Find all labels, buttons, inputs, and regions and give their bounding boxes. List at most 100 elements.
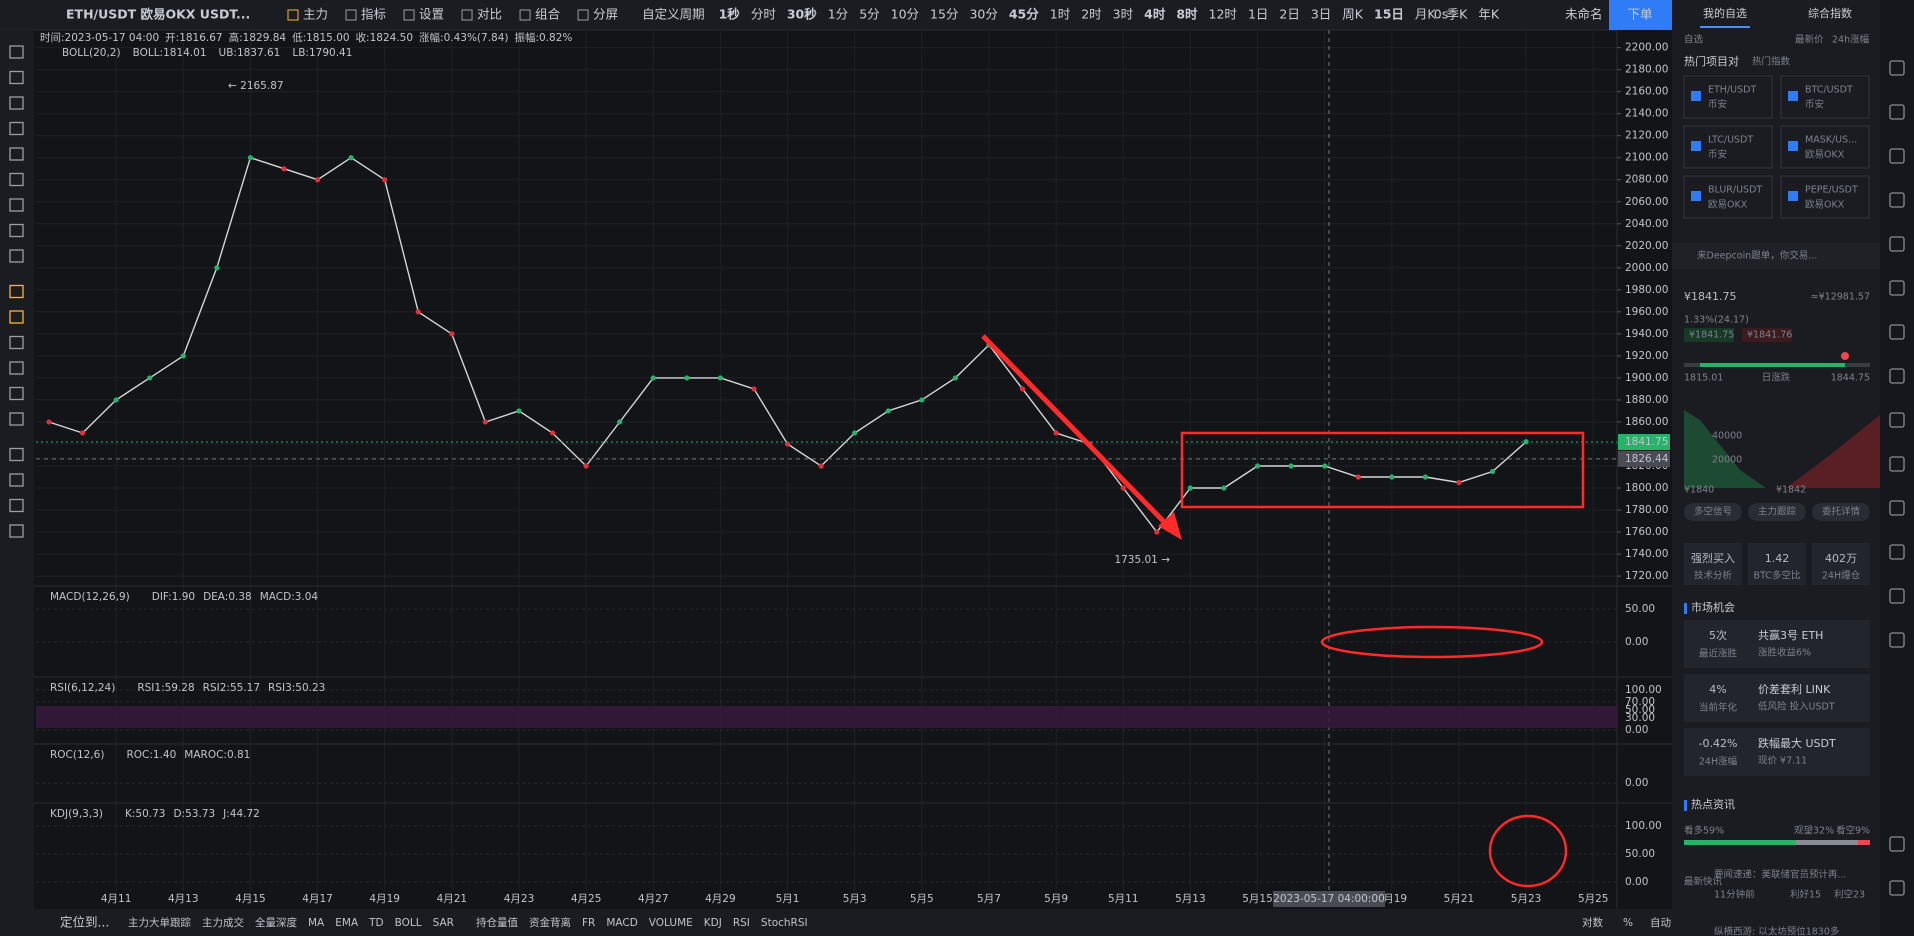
period[interactable]: 1分 [828, 7, 848, 22]
study[interactable]: 资金背离 [529, 916, 571, 929]
side-icon[interactable] [1889, 148, 1905, 164]
menu[interactable]: 指标 [361, 7, 386, 22]
pair-check[interactable] [1788, 191, 1798, 201]
layout-name[interactable]: 未命名 [1565, 7, 1603, 22]
period[interactable]: 周K [1342, 7, 1364, 22]
side-icon[interactable] [1889, 368, 1905, 384]
study[interactable]: VOLUME [649, 917, 693, 929]
pair-card[interactable] [1683, 175, 1773, 219]
panel-button-label[interactable]: 多空信号 [1694, 506, 1732, 518]
tool-icon[interactable] [9, 473, 24, 487]
period[interactable]: 15日 [1374, 7, 1404, 22]
opportunity-card[interactable] [1684, 728, 1870, 776]
menu[interactable]: 分屏 [593, 7, 618, 22]
period[interactable]: 3日 [1311, 7, 1331, 22]
menu[interactable]: 主力 [303, 7, 328, 22]
study[interactable]: BOLL [395, 917, 422, 929]
pair-card[interactable] [1780, 175, 1870, 219]
period[interactable]: 10分 [891, 7, 919, 22]
promo[interactable]: 来Deepcoin跟单，你交易... [1697, 250, 1817, 262]
tool-icon[interactable] [9, 45, 24, 59]
order-button-label[interactable]: 下单 [1627, 7, 1652, 22]
study[interactable]: TD [368, 917, 384, 929]
news[interactable]: 纵横西游: 以太坊预位1830多 [1714, 926, 1839, 936]
custom-period[interactable]: 自定义周期 [642, 7, 705, 22]
study[interactable]: StochRSI [761, 917, 808, 929]
side-icon[interactable] [1889, 104, 1905, 120]
tool-icon[interactable] [9, 498, 24, 513]
scale-option[interactable]: 对数 [1582, 916, 1604, 929]
side-icon[interactable] [1889, 836, 1905, 852]
pair-check[interactable] [1691, 141, 1701, 151]
side-icon[interactable] [1889, 412, 1905, 428]
pair-check[interactable] [1691, 91, 1701, 101]
opportunity-card[interactable] [1684, 674, 1870, 722]
period[interactable]: 2日 [1279, 7, 1299, 22]
pair-card[interactable] [1780, 125, 1870, 169]
tab[interactable]: 我的自选 [1703, 6, 1747, 20]
study[interactable]: MA [308, 917, 325, 929]
scale-option[interactable]: 自动 [1650, 916, 1671, 929]
tool-icon[interactable] [9, 524, 24, 538]
tool-icon[interactable] [9, 172, 24, 187]
tool-icon[interactable] [9, 447, 24, 462]
tool-icon[interactable] [9, 70, 24, 85]
panel-button[interactable] [1812, 503, 1870, 521]
tool-icon[interactable] [9, 96, 24, 110]
news[interactable]: 要闻速递：美联储官员预计再... [1714, 869, 1847, 881]
side-icon[interactable] [1889, 192, 1905, 208]
tool-icon[interactable] [9, 335, 24, 350]
tool-icon[interactable] [9, 198, 24, 212]
locate[interactable]: 定位到... [60, 915, 109, 930]
menu[interactable]: 组合 [535, 7, 561, 22]
tool-icon[interactable] [9, 412, 24, 426]
side-icon[interactable] [1889, 500, 1905, 516]
period[interactable]: 季K [1447, 7, 1469, 22]
order-button[interactable] [1609, 0, 1672, 30]
tool-icon[interactable] [9, 121, 24, 136]
period[interactable]: 30秒 [787, 7, 817, 22]
period[interactable]: 3时 [1113, 7, 1134, 22]
side-icon[interactable] [1889, 880, 1905, 896]
study[interactable]: EMA [335, 917, 359, 929]
menu[interactable]: 对比 [477, 7, 502, 22]
hot-tab[interactable]: 热门项目对 [1684, 54, 1739, 68]
panel-button[interactable] [1748, 503, 1806, 521]
tool-icon[interactable] [9, 386, 24, 401]
study[interactable]: 持仓量值 [476, 916, 518, 929]
period[interactable]: 分时 [751, 7, 777, 22]
period[interactable]: 1时 [1050, 7, 1071, 22]
opportunity-card[interactable] [1684, 620, 1870, 668]
panel-button-label[interactable]: 主力跟踪 [1758, 506, 1797, 518]
pair-check[interactable] [1691, 191, 1701, 201]
pair-check[interactable] [1788, 141, 1798, 151]
side-icon[interactable] [1889, 588, 1905, 604]
period[interactable]: 4时 [1144, 7, 1166, 22]
pair-card[interactable] [1683, 125, 1773, 169]
side-icon[interactable] [1889, 236, 1905, 252]
period[interactable]: 30分 [969, 7, 997, 22]
period[interactable]: 年K [1478, 7, 1500, 22]
menu[interactable]: 设置 [419, 7, 444, 22]
period[interactable]: 2时 [1081, 7, 1102, 22]
pair-card[interactable] [1780, 75, 1870, 119]
hot-tab[interactable]: 热门指数 [1752, 56, 1791, 68]
study[interactable]: MACD [606, 917, 637, 929]
study[interactable]: FR [582, 917, 595, 929]
period[interactable]: 月K [1415, 7, 1437, 22]
tool-icon[interactable] [9, 249, 24, 263]
pair-card[interactable] [1683, 75, 1773, 119]
period[interactable]: 1秒 [719, 7, 741, 22]
side-icon[interactable] [1889, 324, 1905, 340]
pair-check[interactable] [1788, 91, 1798, 101]
study[interactable]: 主力成交 [202, 916, 244, 929]
period[interactable]: 1日 [1248, 7, 1268, 22]
study[interactable]: 全量深度 [255, 916, 297, 929]
tool-icon[interactable] [9, 361, 24, 375]
tab[interactable]: 综合指数 [1808, 6, 1852, 20]
side-icon[interactable] [1889, 60, 1905, 76]
period[interactable]: 8时 [1176, 7, 1198, 22]
filter[interactable]: 自选 [1684, 34, 1704, 46]
study[interactable]: SAR [433, 917, 454, 929]
study[interactable]: 主力大单跟踪 [128, 916, 191, 929]
